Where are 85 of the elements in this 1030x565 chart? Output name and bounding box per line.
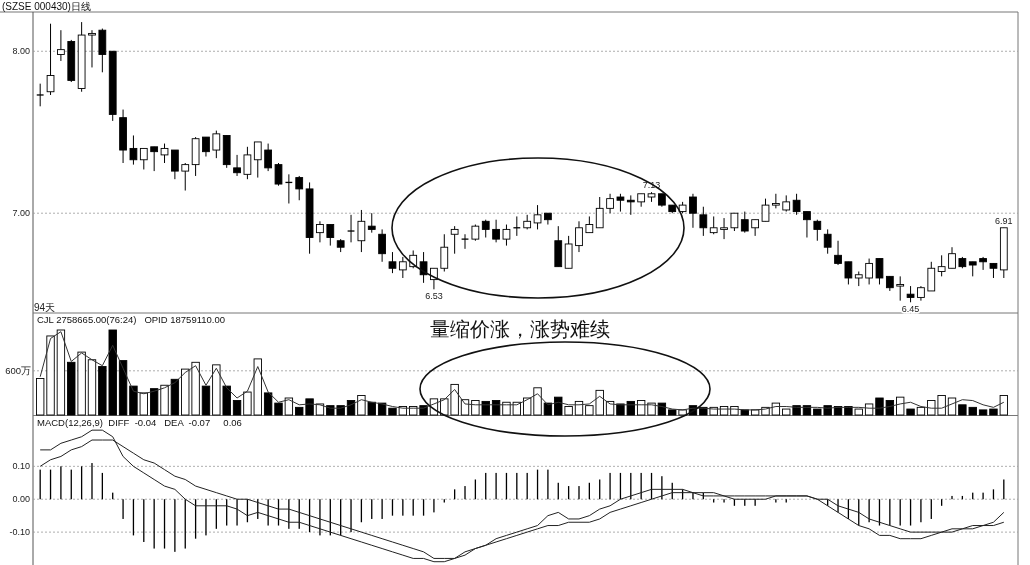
candlestick [326,224,335,247]
bar [170,378,180,416]
candlestick [316,220,324,243]
bar [377,402,387,416]
candlestick [689,193,697,229]
candlestick [720,217,728,240]
candlestick [834,240,842,266]
candlestick [253,141,262,179]
candlestick [264,143,273,172]
candlestick [346,214,356,243]
candlestick [927,261,936,292]
bar [491,400,501,416]
bar [346,400,356,416]
candlestick [129,134,138,166]
candlestick [771,193,780,209]
candlestick [57,29,65,62]
candlestick [792,193,801,216]
candlestick [212,130,221,159]
candlestick [388,251,397,274]
chart-title: CJL 2758665.00(76:24) OPID 18759110.00 [37,314,226,325]
candlestick [595,196,604,229]
candlestick [606,193,614,214]
candlestick [139,147,148,170]
candlestick [202,136,210,158]
candlestick [150,146,159,172]
ref-line-label: 600万 [5,365,31,377]
candlestick [181,162,190,192]
candlestick [36,83,45,107]
candlestick [948,246,956,269]
candlestick [844,261,853,285]
candlestick [803,211,811,238]
candlestick [544,212,552,226]
candlestick [865,258,873,285]
candlestick [243,146,252,180]
bar [574,400,584,416]
candlestick [740,211,749,234]
chart-title: (SZSE 000430)日线 [2,1,91,12]
candlestick [875,258,884,285]
candlestick [813,219,822,242]
y-tick-label: -0.10 [9,527,30,538]
bar [232,400,242,416]
candlestick [896,275,905,302]
bar [978,409,988,416]
candlestick [937,254,946,277]
annotation: 94天 [34,302,56,313]
candlestick [171,149,179,180]
annotation: 6.45 [901,304,920,315]
candlestick [502,224,511,247]
candlestick [450,225,459,255]
candlestick [533,204,542,230]
chart-title: MACD(12,26,9) DIFF -0.04 DEA -0.07 0.06 [37,417,242,428]
candlestick [160,143,169,164]
candlestick [357,209,366,253]
candlestick [492,219,500,243]
y-tick-label: 8.00 [12,46,30,57]
candlestick [699,206,708,237]
candlestick [626,194,635,216]
candlestick [88,29,96,68]
candlestick [274,162,283,187]
bar [118,360,128,416]
bar [947,397,957,416]
candlestick [46,23,55,96]
candlestick [460,233,470,250]
bar [56,329,66,416]
candlestick [367,212,376,234]
annotation: 6.91 [995,215,1013,226]
annotation: 量缩价涨，涨势难续 [430,317,610,341]
candlestick [378,228,386,263]
y-tick-label: 0.10 [12,461,30,472]
candlestick [823,228,832,255]
bar [201,385,211,416]
candlestick [761,198,770,222]
annotation: 6.53 [425,291,443,302]
bar [543,402,553,416]
bar [87,359,97,416]
candlestick [398,256,407,279]
candlestick [751,219,760,237]
bar [916,406,926,416]
candlestick [295,175,304,201]
y-tick-label: 7.00 [12,208,30,219]
candlestick [440,233,449,273]
y-tick-label: 0.00 [12,494,30,505]
candlestick [233,154,241,177]
candlestick [575,220,583,253]
candlestick [979,256,987,271]
